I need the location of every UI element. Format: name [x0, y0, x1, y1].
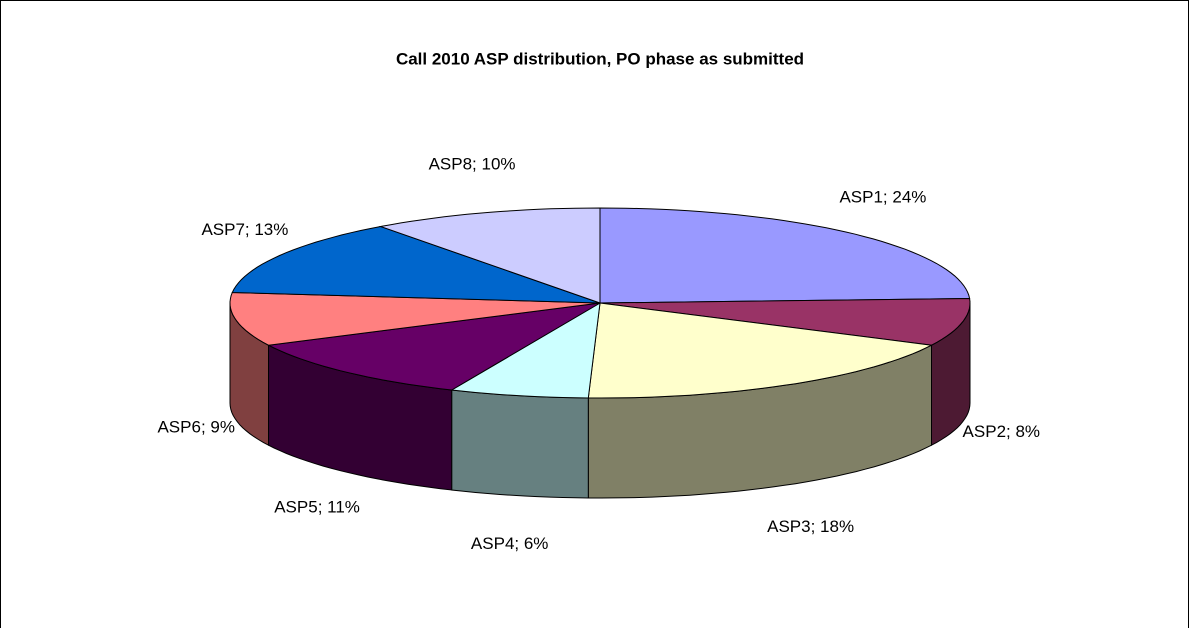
pie-slice [229, 291, 601, 346]
pie-slice [587, 302, 934, 399]
data-label: ASP7; 13% [201, 220, 288, 239]
data-label: ASP5; 11% [274, 497, 360, 516]
data-label: ASP4; 6% [471, 534, 549, 553]
data-label: ASP8; 10% [429, 155, 516, 174]
pie-slice-side [451, 389, 589, 499]
data-label: ASP2; 8% [963, 422, 1041, 441]
pie-slice [231, 225, 601, 304]
pie-slice [450, 302, 601, 399]
pie-slice [599, 297, 971, 346]
pie-slice [266, 302, 601, 391]
chart-title: Call 2010 ASP distribution, PO phase as … [396, 49, 804, 68]
pie-sides [229, 302, 971, 499]
data-label: ASP3; 18% [767, 517, 854, 536]
pie-slice [599, 207, 971, 304]
pie-tops [229, 207, 971, 399]
data-label: ASP6; 9% [157, 418, 235, 437]
pie-slice [378, 207, 601, 304]
data-label: ASP1; 24% [839, 188, 926, 207]
